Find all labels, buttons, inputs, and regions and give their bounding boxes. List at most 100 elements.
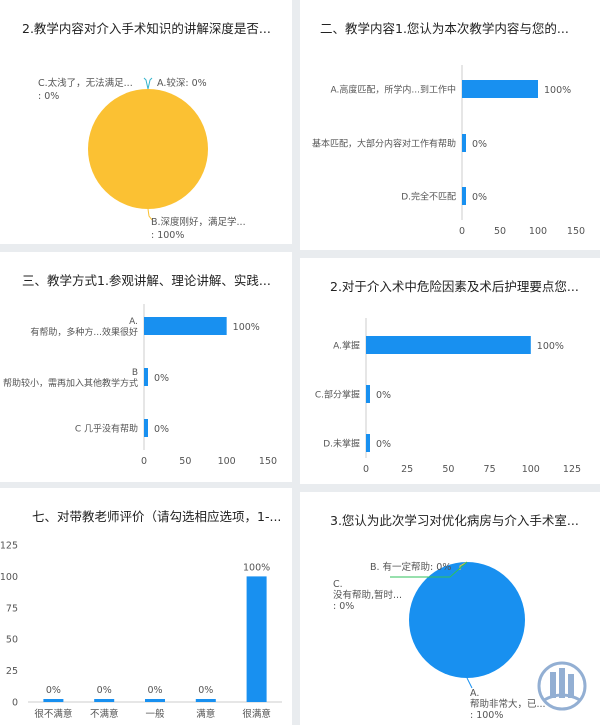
bar [144,317,227,335]
bar [366,336,531,354]
data-label: 100% [537,341,564,352]
data-label: 0% [154,373,169,384]
data-label: 0% [46,685,61,696]
chart-title: 2.教学内容对介入手术知识的讲解深度是否... [22,21,271,36]
x-tick-label: 50 [179,456,191,467]
x-tick-label: 75 [484,464,496,475]
chart-panel-teacher: 七、对带教老师评价（请勾选相应选项，1-... 0 25 50 75 100 125 0% 很… [0,488,292,725]
label-leader-a [466,677,473,689]
y-tick-label: 25 [6,666,18,677]
bar [462,80,538,98]
x-category-label: 很满意 [242,708,271,720]
x-tick-label: 0 [363,464,369,475]
y-category-label: C.部分掌握 [315,389,360,401]
x-tick-label: 150 [567,226,585,237]
pie-label-b-line1: B.深度刚好，满足学... [151,216,246,228]
bar [144,419,148,437]
x-tick-label: 150 [259,456,277,467]
x-tick-label: 100 [218,456,236,467]
bar [195,699,216,702]
x-category-label: 一般 [145,708,165,720]
bar [145,699,165,702]
data-label: 0% [147,685,162,696]
y-category-label: A.高度匹配，所学内...到工作中 [331,84,456,96]
data-label: 0% [154,424,169,435]
pie-label-a-line2: 帮助非常大，已... [470,698,546,710]
pie-label-c-line1: C. [333,579,343,590]
bar [246,576,267,702]
y-tick-label: 125 [0,541,18,552]
pie-chart-optimize: B. 有一定帮助: 0% C. 没有帮助,暂时... : 0% A. 帮助非常大… [333,561,546,721]
y-category-label: B [132,368,138,378]
x-category-label: 不满意 [90,708,119,720]
data-label: 0% [198,685,213,696]
x-tick-label: 0 [141,456,147,467]
bar-chart-match: 0 50 100 150 100% A.高度匹配，所学内...到工作中 0% 基本匹配，大部分… [312,65,585,237]
label-leader-c [143,77,149,90]
x-category-label: 满意 [196,708,215,720]
y-tick-label: 75 [6,603,18,614]
x-tick-label: 100 [529,226,547,237]
pie-label-b: B. 有一定帮助: 0% [370,561,451,573]
chart-panel-method: 三、教学方式1.参观讲解、理论讲解、实践... 0 50 100 150 100% A. 有… [0,252,292,482]
bar [94,699,115,702]
x-tick-label: 50 [442,464,454,475]
data-label: 0% [472,192,487,203]
pie-label-c-line2: : 0% [38,91,59,102]
pie-label-c-line2: 没有帮助,暂时... [333,589,402,601]
y-category-label: C 几乎没有帮助 [75,423,138,435]
label-leader-c [390,561,468,578]
data-label: 100% [233,322,260,333]
data-label: 100% [544,85,571,96]
pie-slice-b [88,89,208,209]
pie-label-b-line2: : 100% [151,230,184,241]
bar [144,368,148,386]
data-label: 100% [243,562,270,573]
bar [462,134,466,152]
x-tick-label: 50 [494,226,506,237]
x-tick-label: 100 [522,464,540,475]
chart-title: 七、对带教老师评价（请勾选相应选项，1-... [32,509,282,524]
x-category-label: 很不满意 [34,708,72,720]
pie-label-c-line1: C.太浅了，无法满足... [38,77,133,89]
y-tick-label: 50 [6,635,18,646]
label-leader-a [147,77,153,90]
y-category-label: 有帮助，多种方...效果很好 [30,326,138,338]
chart-panel-match: 二、教学内容1.您认为本次教学内容与您的... 0 50 100 150 100% A.高… [300,0,600,250]
y-category-label: D.完全不匹配 [401,191,456,203]
x-tick-label: 0 [459,226,465,237]
bar-chart-risk: 0 25 50 75 100 125 100% A.掌握 0% C.部分掌握 0% D.未掌握 [315,318,581,475]
chart-title: 2.对于介入术中危险因素及术后护理要点您... [330,279,579,294]
y-category-label: A. [129,317,138,327]
y-category-label: 基本匹配，大部分内容对工作有帮助 [312,138,456,150]
y-tick-label: 100 [0,572,18,583]
y-category-label: D.未掌握 [323,438,360,450]
bar [366,385,370,403]
data-label: 0% [472,139,487,150]
x-tick-label: 125 [563,464,581,475]
chart-panel-depth: 2.教学内容对介入手术知识的讲解深度是否... A.较深: 0% C.太浅了，无… [0,0,292,244]
y-category-label: 帮助较小，需再加入其他教学方式 [3,377,138,389]
chart-title: 三、教学方式1.参观讲解、理论讲解、实践... [22,273,271,288]
pie-label-c-line3: : 0% [333,601,354,612]
pie-slice-a [409,562,525,678]
bar [462,187,466,205]
chart-panel-risk: 2.对于介入术中危险因素及术后护理要点您... 0 25 50 75 100 125 100… [300,258,600,484]
bar-chart-teacher: 0 25 50 75 100 125 0% 很不满意 0% 不满意 0% 一般 0% 满意 100% 很满意 [0,541,282,720]
bar [43,699,64,702]
bar [366,434,370,452]
pie-label-a: A.较深: 0% [157,77,207,89]
chart-title: 二、教学内容1.您认为本次教学内容与您的... [320,21,569,36]
x-tick-label: 25 [401,464,413,475]
y-tick-label: 0 [12,698,18,709]
pie-label-a-line1: A. [470,688,479,699]
y-category-label: A.掌握 [333,340,360,352]
label-leader-b [147,208,153,221]
data-label: 0% [97,685,112,696]
data-label: 0% [376,439,391,450]
chart-title: 3.您认为此次学习对优化病房与介入手术室... [330,513,579,528]
pie-chart-depth: A.较深: 0% C.太浅了，无法满足... : 0% B.深度刚好，满足学..… [38,77,246,241]
hospital-logo-icon [537,661,587,711]
data-label: 0% [376,390,391,401]
bar-chart-method: 0 50 100 150 100% A.有帮助，多种方...效果很好 0% B帮助较小，需再加… [3,304,277,467]
